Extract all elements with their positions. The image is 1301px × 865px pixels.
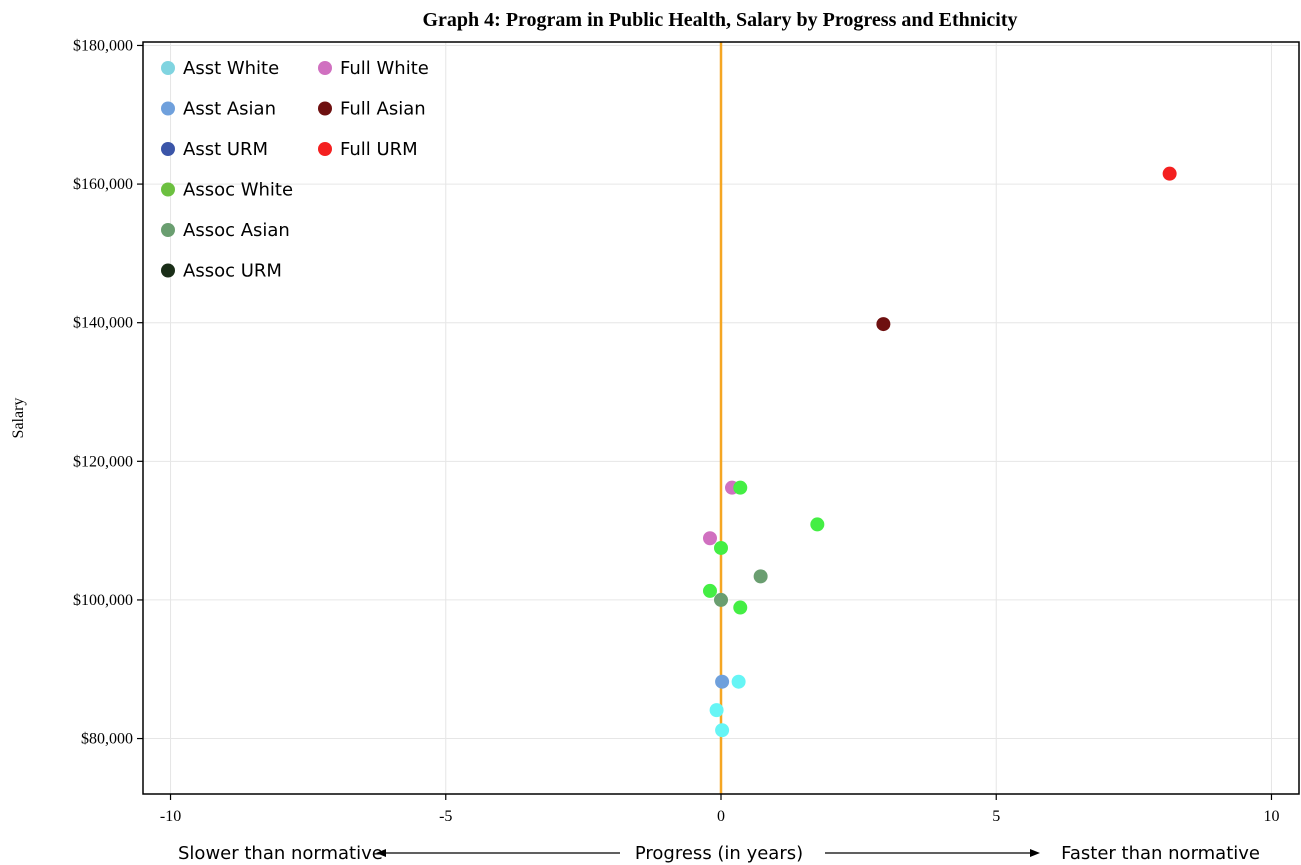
- legend-marker: [318, 101, 332, 116]
- legend-label: Asst URM: [183, 139, 268, 160]
- legend-label: Asst Asian: [183, 99, 276, 120]
- legend-label: Assoc URM: [183, 261, 282, 282]
- legend-label: Full White: [340, 58, 429, 79]
- x-axis-annotation: Slower than normative Progress (in years…: [178, 843, 1260, 864]
- data-point: [702, 531, 717, 546]
- y-tick-label: $180,000: [73, 37, 133, 54]
- y-axis-ticks: $80,000 $100,000 $120,000 $140,000 $160,000 $…: [73, 37, 143, 748]
- data-point: [714, 592, 728, 607]
- x-tick-label: 5: [992, 808, 1000, 825]
- x-tick-label: 10: [1263, 808, 1279, 825]
- data-point: [876, 317, 891, 332]
- x-axis-ticks: -10 -5 0 5 10: [160, 794, 1279, 825]
- legend-label: Assoc White: [183, 180, 293, 201]
- legend-label: Assoc Asian: [183, 220, 290, 241]
- y-tick-label: $100,000: [73, 592, 133, 609]
- legend-marker: [161, 142, 175, 156]
- data-point: [733, 600, 748, 615]
- data-points: [702, 166, 1177, 738]
- legend-label: Full URM: [340, 139, 418, 160]
- legend-label: Full Asian: [340, 99, 426, 120]
- right-arrow-head: [1030, 849, 1040, 857]
- legend-marker: [318, 142, 332, 156]
- x-tick-label: -5: [439, 808, 452, 825]
- y-axis-label: Salary: [10, 398, 27, 439]
- legend-label: Asst White: [183, 58, 279, 79]
- data-point: [702, 583, 717, 598]
- y-tick-label: $80,000: [81, 731, 133, 748]
- legend-marker: [318, 61, 332, 75]
- legend-marker: [161, 182, 175, 197]
- data-point: [1162, 166, 1177, 181]
- data-point: [715, 723, 730, 738]
- x-axis-label: Progress (in years): [635, 843, 803, 864]
- chart-title: Graph 4: Program in Public Health, Salar…: [422, 9, 1017, 31]
- data-point: [810, 517, 825, 532]
- legend-marker: [161, 101, 175, 116]
- data-point: [731, 674, 746, 689]
- x-tick-label: 0: [717, 808, 725, 825]
- data-point: [753, 569, 768, 584]
- y-tick-label: $140,000: [73, 315, 133, 332]
- data-point: [715, 674, 730, 689]
- legend-marker: [161, 263, 175, 278]
- x-tick-label: -10: [160, 808, 181, 825]
- y-tick-label: $160,000: [73, 176, 133, 193]
- data-point: [709, 703, 724, 718]
- left-arrow-head: [376, 849, 386, 857]
- legend-marker: [161, 223, 175, 237]
- x-note-left: Slower than normative: [178, 843, 383, 864]
- y-tick-label: $120,000: [73, 453, 133, 470]
- data-point: [714, 540, 728, 555]
- legend: Asst White Asst Asian Asst URM Assoc White A…: [161, 58, 429, 282]
- x-note-right: Faster than normative: [1061, 843, 1260, 864]
- data-point: [733, 480, 748, 495]
- legend-marker: [161, 61, 175, 75]
